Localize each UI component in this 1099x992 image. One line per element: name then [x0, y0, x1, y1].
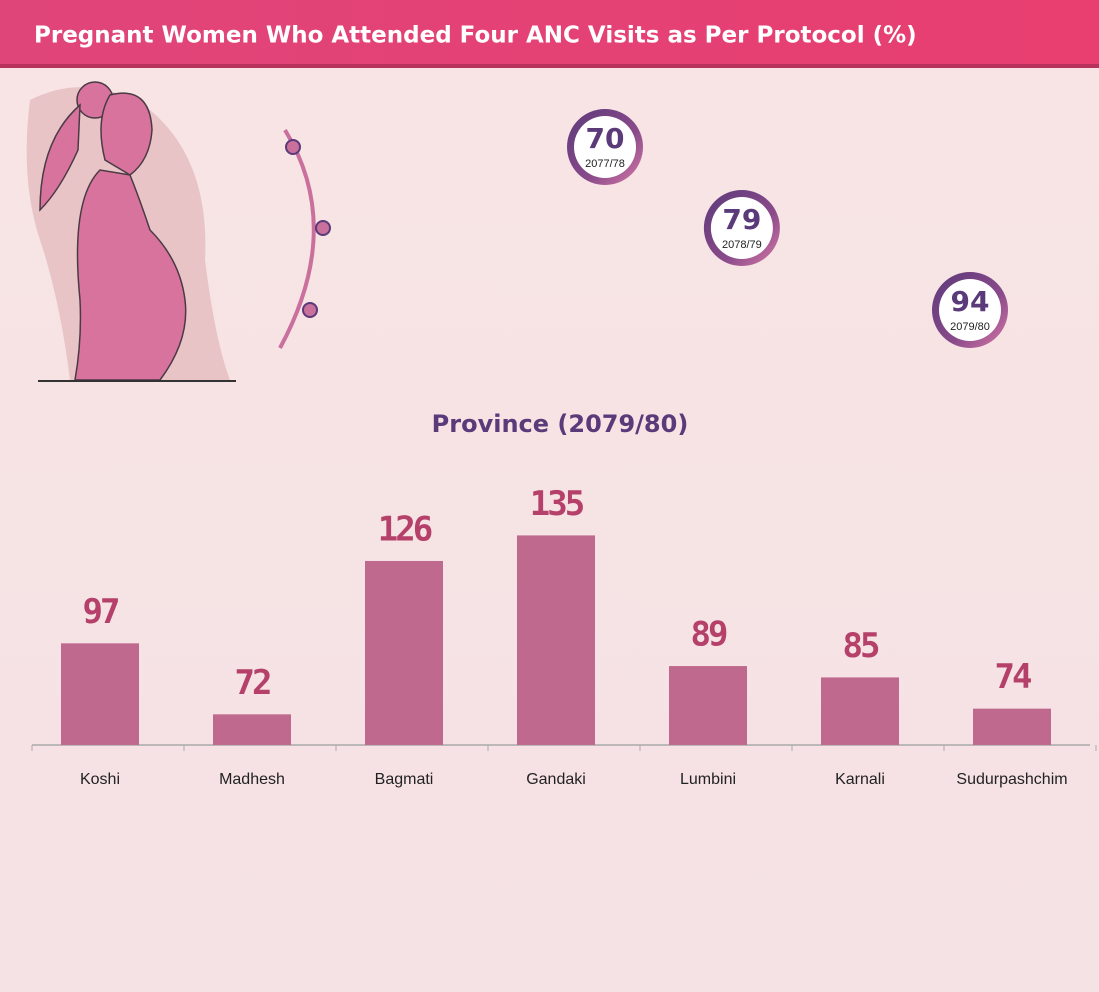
bar [517, 535, 595, 745]
timeline-dot [303, 303, 317, 317]
x-tick-label: Sudurpashchim [956, 771, 1067, 788]
x-tick-label: Bagmati [375, 771, 434, 788]
value-label: 70 [586, 122, 625, 155]
year-label: 2078/79 [722, 239, 762, 251]
value-label: 89 [691, 615, 727, 655]
value-label: 126 [378, 509, 432, 549]
value-label: 135 [530, 484, 584, 524]
x-tick-label: Koshi [80, 771, 120, 788]
year-label: 2079/80 [950, 321, 990, 333]
year-label: 2077/78 [585, 158, 625, 170]
value-label: 74 [995, 657, 1031, 697]
x-tick-label: Madhesh [219, 771, 285, 788]
value-label: 85 [843, 626, 879, 666]
x-tick-label: Gandaki [526, 771, 586, 788]
value-label: 94 [951, 285, 990, 318]
bar [973, 709, 1051, 745]
bar [61, 643, 139, 745]
x-tick-label: Karnali [835, 771, 885, 788]
value-label: 72 [235, 663, 270, 703]
bar [821, 677, 899, 745]
value-label: 97 [83, 592, 118, 632]
timeline-dot [316, 221, 330, 235]
bar [365, 561, 443, 745]
bar [669, 666, 747, 745]
x-tick-label: Lumbini [680, 771, 736, 788]
header-rule [0, 64, 1099, 68]
value-label: 79 [722, 203, 761, 236]
header-title: Pregnant Women Who Attended Four ANC Vis… [34, 23, 917, 49]
chart-title: Province (2079/80) [432, 410, 689, 438]
timeline-dot [286, 140, 300, 154]
bar [213, 714, 291, 745]
infographic: Pregnant Women Who Attended Four ANC Vis… [0, 0, 1099, 992]
